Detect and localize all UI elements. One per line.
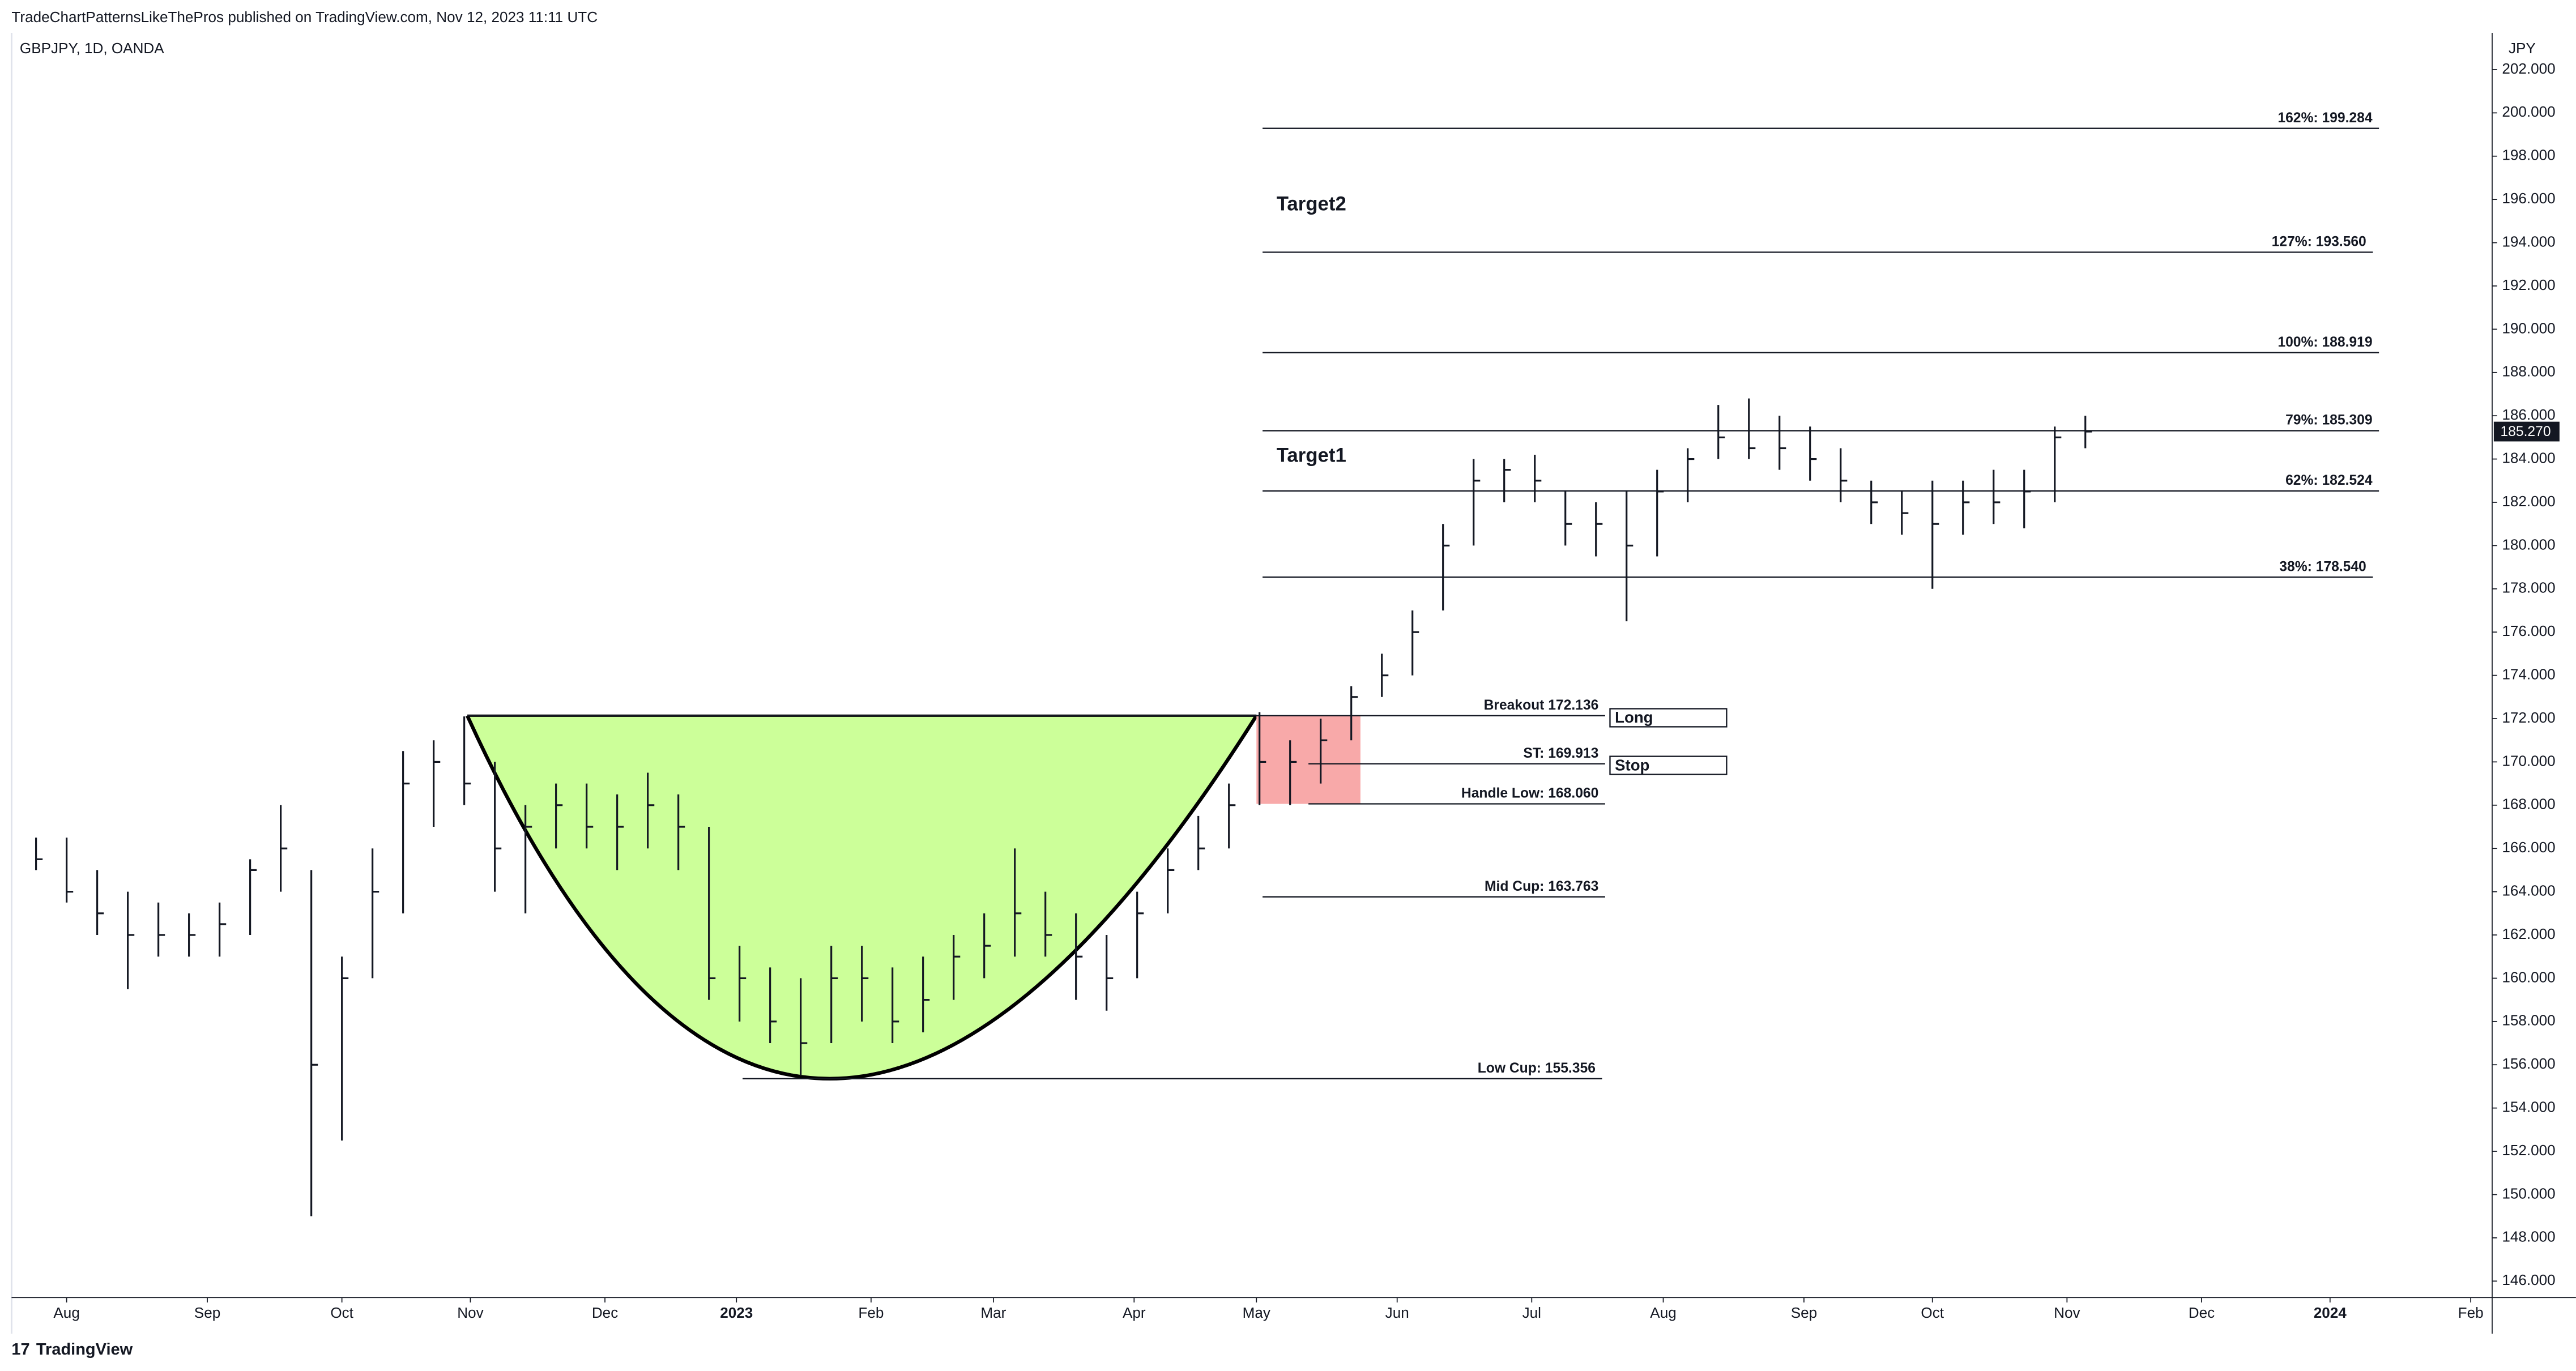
annotation: Target1 bbox=[1277, 444, 1346, 466]
button-box bbox=[1609, 708, 1728, 728]
level-label: 162%: 199.284 bbox=[2278, 110, 2372, 126]
level-label: 38%: 178.540 bbox=[2279, 559, 2366, 574]
button-label: Long bbox=[1615, 708, 1653, 726]
level-label: 62%: 182.524 bbox=[2285, 473, 2373, 488]
y-tick-label: 162.000 bbox=[2502, 925, 2555, 942]
x-tick-label: Feb bbox=[2458, 1304, 2484, 1321]
y-tick-label: 156.000 bbox=[2502, 1055, 2555, 1072]
y-tick-label: 194.000 bbox=[2502, 233, 2555, 250]
x-tick-label: Jul bbox=[1522, 1304, 1541, 1321]
y-tick-label: 192.000 bbox=[2502, 276, 2555, 293]
x-tick-label: Aug bbox=[53, 1304, 79, 1321]
level-label: Low Cup: 155.356 bbox=[1478, 1061, 1596, 1076]
y-tick-label: 154.000 bbox=[2502, 1099, 2555, 1116]
x-tick-label: May bbox=[1243, 1304, 1270, 1321]
handle-zone bbox=[1256, 715, 1360, 804]
y-tick-label: 198.000 bbox=[2502, 147, 2555, 164]
y-tick-label: 186.000 bbox=[2502, 406, 2555, 423]
publisher: TradeChartPatternsLikeThePros published … bbox=[11, 8, 598, 25]
y-tick-label: 166.000 bbox=[2502, 839, 2555, 856]
y-tick-label: 160.000 bbox=[2502, 968, 2555, 985]
x-tick-label: Mar bbox=[980, 1304, 1006, 1321]
y-tick-label: 168.000 bbox=[2502, 796, 2555, 813]
y-tick-label: 182.000 bbox=[2502, 493, 2555, 510]
y-tick-label: 152.000 bbox=[2502, 1142, 2555, 1159]
brand-logo: 17 bbox=[11, 1340, 29, 1359]
x-tick-label: Nov bbox=[457, 1304, 483, 1321]
button-label: Stop bbox=[1615, 756, 1649, 774]
x-tick-label: Nov bbox=[2054, 1304, 2080, 1321]
currency: JPY bbox=[2509, 40, 2536, 57]
x-tick-label: Sep bbox=[194, 1304, 220, 1321]
x-tick-label: 2024 bbox=[2314, 1304, 2347, 1321]
y-tick-label: 158.000 bbox=[2502, 1012, 2555, 1029]
x-tick-label: Sep bbox=[1791, 1304, 1817, 1321]
y-tick-label: 170.000 bbox=[2502, 752, 2555, 769]
y-tick-label: 180.000 bbox=[2502, 536, 2555, 553]
level-label: Handle Low: 168.060 bbox=[1461, 786, 1598, 801]
x-tick-label: Oct bbox=[330, 1304, 353, 1321]
y-tick-label: 190.000 bbox=[2502, 319, 2555, 336]
y-tick-label: 178.000 bbox=[2502, 579, 2555, 596]
last-price-tag bbox=[2493, 421, 2560, 442]
level-label: Breakout 172.136 bbox=[1484, 698, 1599, 713]
y-tick-label: 146.000 bbox=[2502, 1271, 2555, 1288]
level-label: Mid Cup: 163.763 bbox=[1485, 879, 1598, 894]
y-tick-label: 164.000 bbox=[2502, 882, 2555, 899]
y-tick-label: 188.000 bbox=[2502, 363, 2555, 380]
x-tick-label: Apr bbox=[1123, 1304, 1146, 1321]
x-tick-label: 2023 bbox=[720, 1304, 753, 1321]
level-label: 100%: 188.919 bbox=[2278, 335, 2372, 350]
y-tick-label: 202.000 bbox=[2502, 60, 2555, 77]
last-price-label: 185.270 bbox=[2500, 424, 2551, 439]
cup-fill bbox=[467, 715, 1257, 1079]
symbol: GBPJPY, 1D, OANDA bbox=[20, 40, 164, 57]
y-tick-label: 172.000 bbox=[2502, 709, 2555, 726]
x-tick-label: Dec bbox=[592, 1304, 618, 1321]
y-tick-label: 196.000 bbox=[2502, 190, 2555, 207]
y-tick-label: 184.000 bbox=[2502, 449, 2555, 466]
y-tick-label: 200.000 bbox=[2502, 103, 2555, 120]
y-tick-label: 148.000 bbox=[2502, 1228, 2555, 1245]
y-tick-label: 174.000 bbox=[2502, 665, 2555, 682]
annotation: Target2 bbox=[1277, 193, 1346, 215]
level-label: 79%: 185.309 bbox=[2285, 413, 2372, 428]
brand: TradingView bbox=[36, 1340, 133, 1359]
x-tick-label: Jun bbox=[1385, 1304, 1409, 1321]
level-label: ST: 169.913 bbox=[1523, 746, 1598, 761]
button-box bbox=[1609, 755, 1728, 775]
y-tick-label: 150.000 bbox=[2502, 1185, 2555, 1202]
level-label: 127%: 193.560 bbox=[2272, 234, 2366, 249]
x-tick-label: Feb bbox=[858, 1304, 884, 1321]
x-tick-label: Aug bbox=[1650, 1304, 1676, 1321]
y-tick-label: 176.000 bbox=[2502, 622, 2555, 639]
x-tick-label: Oct bbox=[1921, 1304, 1944, 1321]
x-tick-label: Dec bbox=[2189, 1304, 2215, 1321]
